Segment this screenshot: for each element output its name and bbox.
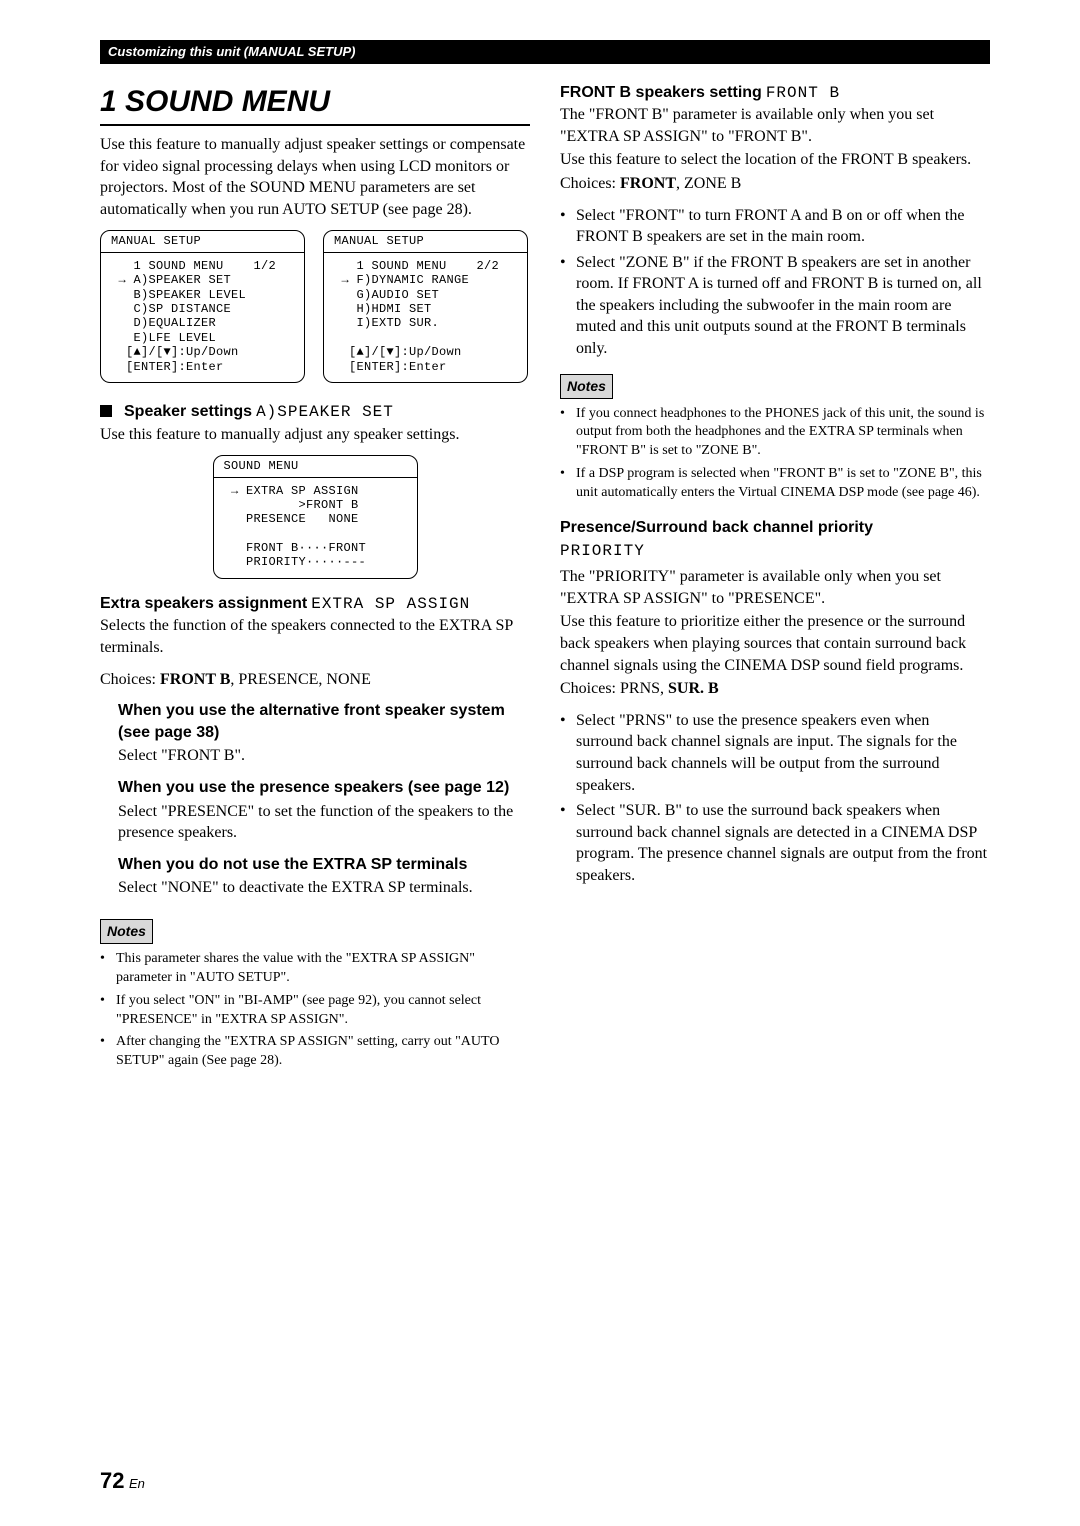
priority-mono: PRIORITY [560, 541, 990, 563]
frontb-p1: The "FRONT B" parameter is available onl… [560, 104, 990, 147]
lcd3-l4 [224, 527, 407, 541]
priority-p2: Use this feature to prioritize either th… [560, 611, 990, 676]
lcd2-l7: [▲]/[▼]:Up/Down [334, 345, 517, 359]
extra-t1: Select "FRONT B". [118, 745, 530, 767]
priority-choices: Choices: PRNS, SUR. B [560, 678, 990, 700]
lcd1-l7: [▲]/[▼]:Up/Down [111, 345, 294, 359]
lcd-setup-row: MANUAL SETUP 1 SOUND MENU 1/2 → A)SPEAKE… [100, 230, 530, 383]
lcd2-l8: [ENTER]:Enter [334, 360, 517, 374]
priority-p1: The "PRIORITY" parameter is available on… [560, 566, 990, 609]
lcd-panel-2: MANUAL SETUP 1 SOUND MENU 2/2 → F)DYNAMI… [323, 230, 528, 383]
extra-t2: Select "PRESENCE" to set the function of… [118, 801, 530, 844]
header-bar: Customizing this unit (MANUAL SETUP) [100, 40, 990, 64]
main-title: 1 SOUND MENU [100, 82, 530, 127]
lcd-panel-3: SOUND MENU → EXTRA SP ASSIGN >FRONT B PR… [213, 455, 418, 579]
lcd-panel-1: MANUAL SETUP 1 SOUND MENU 1/2 → A)SPEAKE… [100, 230, 305, 383]
note-left-2: If you select "ON" in "BI-AMP" (see page… [100, 992, 530, 1030]
priority-title: Presence/Surround back channel priority [560, 517, 990, 539]
speaker-desc: Use this feature to manually adjust any … [100, 424, 530, 446]
lcd2-l5: I)EXTD SUR. [334, 316, 517, 330]
lcd2-l3: G)AUDIO SET [334, 288, 517, 302]
extra-h2: When you use the presence speakers (see … [118, 777, 530, 799]
lcd1-l1: 1 SOUND MENU 1/2 [111, 259, 294, 273]
lcd2-header: MANUAL SETUP [324, 231, 527, 252]
priority-b1: Select "PRNS" to use the presence speake… [560, 710, 990, 796]
extra-choices-bold: FRONT B [160, 671, 230, 688]
extra-t3: Select "NONE" to deactivate the EXTRA SP… [118, 877, 530, 899]
lcd3-header: SOUND MENU [214, 456, 417, 477]
priority-choices-label: Choices: PRNS, [560, 680, 668, 697]
priority-bullets: Select "PRNS" to use the presence speake… [560, 710, 990, 887]
lcd1-l4: C)SP DISTANCE [111, 302, 294, 316]
lcd3-l2: >FRONT B [224, 498, 407, 512]
extra-p1: Selects the function of the speakers con… [100, 615, 530, 658]
lcd1-l8: [ENTER]:Enter [111, 360, 294, 374]
extra-heading: Extra speakers assignment EXTRA SP ASSIG… [100, 593, 530, 616]
frontb-b1: Select "FRONT" to turn FRONT A and B on … [560, 205, 990, 248]
lcd2-l2: → F)DYNAMIC RANGE [334, 273, 517, 287]
intro-paragraph: Use this feature to manually adjust spea… [100, 134, 530, 220]
frontb-choices-rest: , ZONE B [676, 175, 741, 192]
left-column: 1 SOUND MENU Use this feature to manuall… [100, 82, 530, 1076]
extra-choices-label: Choices: [100, 671, 160, 688]
notes-list-right: If you connect headphones to the PHONES … [560, 405, 990, 503]
page-number: 72 En [100, 1466, 145, 1496]
frontb-choices: Choices: FRONT, ZONE B [560, 173, 990, 195]
lcd3-l1: → EXTRA SP ASSIGN [224, 484, 407, 498]
frontb-choices-bold: FRONT [620, 175, 676, 192]
extra-title: Extra speakers assignment [100, 595, 307, 612]
extra-choices-rest: , PRESENCE, NONE [230, 671, 370, 688]
notes-list-left: This parameter shares the value with the… [100, 950, 530, 1071]
speaker-mono: A)SPEAKER SET [256, 403, 394, 421]
note-right-2: If a DSP program is selected when "FRONT… [560, 465, 990, 503]
lcd3-l3: PRESENCE NONE [224, 512, 407, 526]
lcd1-header: MANUAL SETUP [101, 231, 304, 252]
lcd2-l4: H)HDMI SET [334, 302, 517, 316]
extra-h3: When you do not use the EXTRA SP termina… [118, 854, 530, 876]
extra-mono: EXTRA SP ASSIGN [311, 595, 470, 613]
extra-h1: When you use the alternative front speak… [118, 700, 530, 743]
frontb-b2: Select "ZONE B" if the FRONT B speakers … [560, 252, 990, 360]
lcd1-l2: → A)SPEAKER SET [111, 273, 294, 287]
priority-b2: Select "SUR. B" to use the surround back… [560, 800, 990, 886]
lcd1-l5: D)EQUALIZER [111, 316, 294, 330]
speaker-settings-heading: Speaker settings A)SPEAKER SET [100, 401, 530, 424]
extra-choices: Choices: FRONT B, PRESENCE, NONE [100, 669, 530, 691]
priority-choices-bold: SUR. B [668, 680, 719, 697]
lcd3-l6: PRIORITY·····--- [224, 555, 407, 569]
lcd2-l1: 1 SOUND MENU 2/2 [334, 259, 517, 273]
frontb-mono: FRONT B [766, 84, 840, 102]
page-num: 72 [100, 1468, 124, 1493]
note-left-1: This parameter shares the value with the… [100, 950, 530, 988]
lcd1-l3: B)SPEAKER LEVEL [111, 288, 294, 302]
lcd3-l5: FRONT B····FRONT [224, 541, 407, 555]
frontb-p2: Use this feature to select the location … [560, 149, 990, 171]
notes-label-left: Notes [100, 919, 153, 944]
frontb-title: FRONT B speakers setting [560, 84, 762, 101]
square-bullet-icon [100, 405, 112, 417]
content-columns: 1 SOUND MENU Use this feature to manuall… [100, 82, 990, 1076]
lcd2-l6 [334, 331, 517, 345]
right-column: FRONT B speakers setting FRONT B The "FR… [560, 82, 990, 1076]
note-right-1: If you connect headphones to the PHONES … [560, 405, 990, 462]
frontb-heading: FRONT B speakers setting FRONT B [560, 82, 990, 105]
speaker-title: Speaker settings [124, 403, 252, 420]
lcd1-l6: E)LFE LEVEL [111, 331, 294, 345]
frontb-bullets: Select "FRONT" to turn FRONT A and B on … [560, 205, 990, 360]
notes-label-right: Notes [560, 374, 613, 399]
frontb-choices-label: Choices: [560, 175, 620, 192]
page-suffix: En [129, 1476, 145, 1491]
note-left-3: After changing the "EXTRA SP ASSIGN" set… [100, 1033, 530, 1071]
